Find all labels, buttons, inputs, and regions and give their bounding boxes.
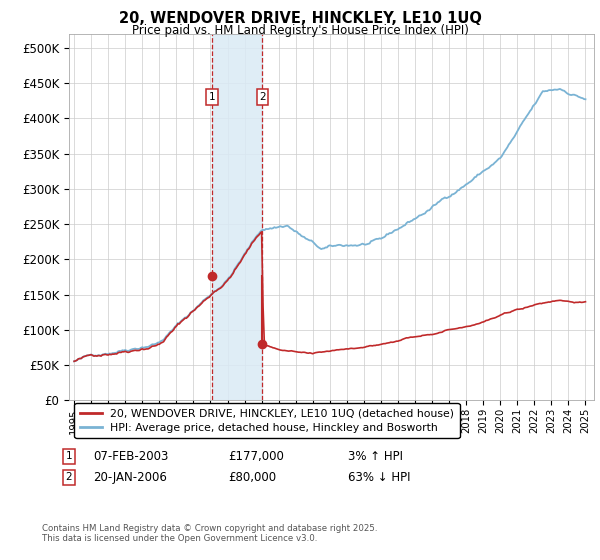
Text: 1: 1	[65, 451, 73, 461]
Bar	[212, 34, 262, 400]
Legend: 20, WENDOVER DRIVE, HINCKLEY, LE10 1UQ (detached house), HPI: Average price, det: 20, WENDOVER DRIVE, HINCKLEY, LE10 1UQ (…	[74, 403, 460, 438]
Text: 2: 2	[65, 472, 73, 482]
Text: 20-JAN-2006: 20-JAN-2006	[93, 470, 167, 484]
Text: 2: 2	[259, 92, 266, 102]
Text: 63% ↓ HPI: 63% ↓ HPI	[348, 470, 410, 484]
Text: 3% ↑ HPI: 3% ↑ HPI	[348, 450, 403, 463]
Text: £177,000: £177,000	[228, 450, 284, 463]
Text: Price paid vs. HM Land Registry's House Price Index (HPI): Price paid vs. HM Land Registry's House …	[131, 24, 469, 36]
Text: 1: 1	[209, 92, 215, 102]
Text: Contains HM Land Registry data © Crown copyright and database right 2025.
This d: Contains HM Land Registry data © Crown c…	[42, 524, 377, 543]
Text: £80,000: £80,000	[228, 470, 276, 484]
Text: 20, WENDOVER DRIVE, HINCKLEY, LE10 1UQ: 20, WENDOVER DRIVE, HINCKLEY, LE10 1UQ	[119, 11, 481, 26]
Text: 07-FEB-2003: 07-FEB-2003	[93, 450, 169, 463]
